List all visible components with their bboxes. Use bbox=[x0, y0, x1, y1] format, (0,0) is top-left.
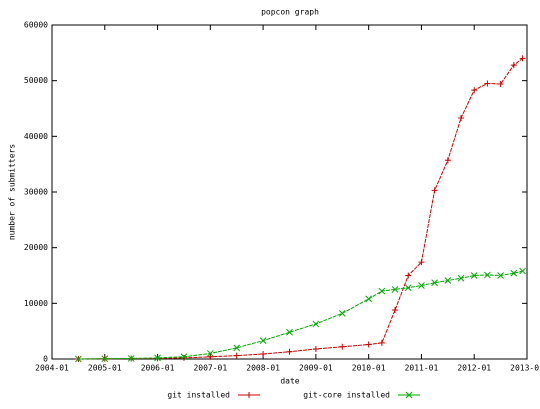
data-point bbox=[259, 337, 267, 344]
data-point bbox=[101, 355, 109, 363]
data-point bbox=[484, 271, 491, 279]
data-point bbox=[338, 309, 346, 317]
x-tick-label: 2008-01 bbox=[246, 364, 280, 373]
data-point bbox=[180, 354, 187, 361]
chart-title: popcon graph bbox=[261, 8, 319, 17]
y-tick-label: 40000 bbox=[24, 132, 48, 141]
data-point bbox=[471, 87, 478, 94]
data-point bbox=[207, 353, 214, 360]
series-line bbox=[78, 270, 523, 360]
data-point bbox=[510, 269, 518, 277]
data-point bbox=[339, 343, 346, 350]
data-point bbox=[392, 307, 399, 314]
x-tick-label: 2012-01 bbox=[457, 364, 491, 373]
x-tick-label: 2004-01 bbox=[35, 364, 69, 373]
data-point bbox=[233, 344, 241, 352]
legend-label: git-core installed bbox=[303, 391, 390, 400]
x-tick-label: 2010-01 bbox=[352, 364, 386, 373]
data-point bbox=[418, 282, 425, 289]
x-tick-label: 2005-01 bbox=[88, 364, 122, 373]
x-tick-label: 2009-01 bbox=[299, 364, 333, 373]
data-point bbox=[286, 348, 293, 355]
y-tick-label: 20000 bbox=[24, 243, 48, 252]
data-point bbox=[233, 352, 240, 359]
data-point bbox=[457, 274, 465, 282]
data-point bbox=[431, 187, 438, 194]
plot-border bbox=[51, 24, 528, 360]
data-point bbox=[404, 284, 412, 292]
x-tick-label: 2011-01 bbox=[405, 364, 439, 373]
data-point bbox=[286, 328, 293, 336]
x-axis-label: date bbox=[280, 377, 299, 386]
data-point bbox=[405, 272, 412, 279]
data-point bbox=[206, 350, 214, 357]
data-point bbox=[497, 272, 504, 279]
data-point bbox=[260, 350, 267, 357]
data-point bbox=[154, 354, 161, 362]
y-tick-label: 50000 bbox=[24, 76, 48, 85]
data-point bbox=[510, 62, 517, 69]
legend-marker bbox=[405, 391, 413, 399]
data-point bbox=[470, 272, 478, 279]
data-point bbox=[127, 355, 135, 362]
data-point bbox=[519, 55, 526, 62]
data-point bbox=[312, 320, 320, 328]
y-tick-label: 60000 bbox=[24, 21, 48, 30]
x-tick-label: 2006-01 bbox=[141, 364, 175, 373]
data-point bbox=[378, 339, 385, 346]
series-line bbox=[78, 58, 523, 360]
y-tick-label: 0 bbox=[43, 355, 48, 364]
data-point bbox=[484, 80, 491, 87]
data-point bbox=[365, 295, 373, 303]
x-tick-label: 2007-01 bbox=[193, 364, 227, 373]
data-point bbox=[444, 157, 451, 164]
data-point bbox=[180, 353, 188, 361]
data-point bbox=[418, 259, 425, 266]
legend-label: git installed bbox=[167, 391, 230, 400]
legend-marker bbox=[246, 392, 252, 398]
data-point bbox=[391, 286, 399, 293]
x-tick-label: 2013-01 bbox=[510, 364, 540, 373]
data-point bbox=[312, 345, 319, 352]
data-point bbox=[431, 279, 438, 287]
y-tick-label: 30000 bbox=[24, 188, 48, 197]
data-point bbox=[519, 267, 526, 275]
data-point bbox=[444, 277, 452, 284]
data-point bbox=[75, 355, 82, 363]
y-tick-label: 10000 bbox=[24, 299, 48, 308]
y-axis-label: number of submitters bbox=[8, 144, 17, 241]
data-point bbox=[497, 81, 504, 88]
data-point bbox=[458, 114, 465, 121]
data-point bbox=[378, 287, 386, 295]
data-point bbox=[365, 341, 372, 348]
